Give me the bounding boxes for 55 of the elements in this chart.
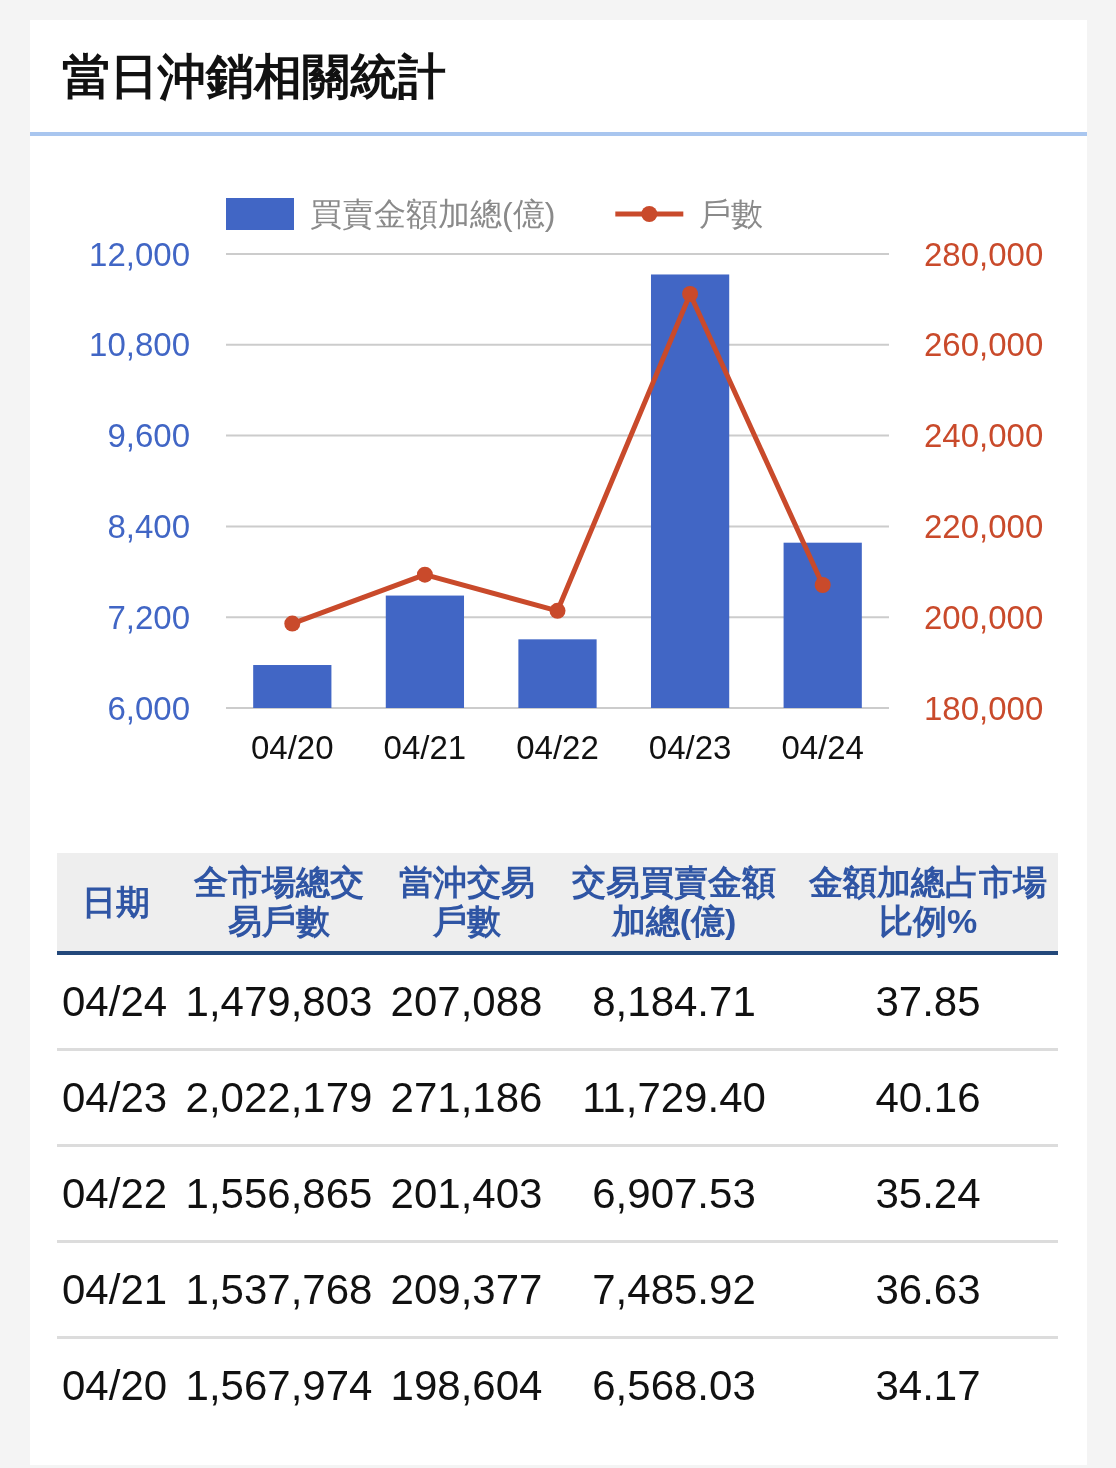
data-label: 35.24 [874,1168,982,1219]
data-label: 7,485.92 [591,1264,757,1315]
point [682,286,699,303]
point [549,602,566,619]
data-label: 40.16 [874,1072,982,1123]
point [284,615,301,632]
y-tick-label: 12,000 [89,235,190,273]
x-tick-label: 04/21 [383,728,467,766]
category-label: 04/24 [61,976,169,1027]
y2-tick-label: 220,000 [924,507,1044,545]
data-label: 36.63 [874,1264,982,1315]
category-label: 04/20 [61,1360,169,1411]
category-label: 04/22 [61,1168,169,1219]
legend-label: 買賣金額加總(億) [310,196,556,232]
data-label: 11,729.40 [581,1072,767,1123]
data-label: 1,556,865 [184,1168,374,1219]
data-label: 2,022,179 [184,1072,374,1123]
y-tick-label: 6,000 [107,689,190,727]
text: 交易買賣金額加總(億) [571,863,777,941]
y2-tick-label: 260,000 [924,326,1044,364]
text: 當沖交易戶數 [397,863,536,941]
point [814,577,831,594]
data-label: 1,567,974 [184,1360,374,1411]
category-label: 04/23 [61,1072,169,1123]
data-label: 6,907.53 [591,1168,757,1219]
data-label: 34.17 [874,1360,982,1411]
y-tick-label: 8,400 [107,507,190,545]
data-label: 198,604 [389,1360,544,1411]
data-label: 209,377 [389,1264,544,1315]
data-label: 8,184.71 [591,976,757,1027]
data-label: 201,403 [389,1168,544,1219]
data-label: 207,088 [389,976,544,1027]
y-tick-label: 9,600 [107,417,190,455]
category-label: 04/21 [61,1264,169,1315]
data-label: 1,537,768 [184,1264,374,1315]
legend-label: 戶數 [699,196,764,232]
data-label: 1,479,803 [184,976,374,1027]
point [416,566,433,583]
x-tick-label: 04/22 [516,728,599,766]
y-tick-label: 10,800 [89,326,190,364]
data-label: 37.85 [874,976,982,1027]
y2-tick-label: 280,000 [924,235,1044,273]
y-tick-label: 7,200 [107,598,190,636]
data-label: 271,186 [389,1072,544,1123]
text: 全市場總交易戶數 [193,863,365,941]
x-tick-label: 04/20 [251,728,334,766]
y2-tick-label: 180,000 [924,689,1044,727]
y2-tick-label: 200,000 [924,598,1044,636]
text: 日期 [81,882,151,922]
y2-tick-label: 240,000 [924,417,1044,455]
x-tick-label: 04/24 [781,728,864,766]
chart-title: 當日沖銷相關統計 [62,49,446,103]
x-tick-label: 04/23 [648,728,732,766]
text: 金額加總占市場比例% [808,863,1048,941]
data-label: 6,568.03 [591,1360,757,1411]
